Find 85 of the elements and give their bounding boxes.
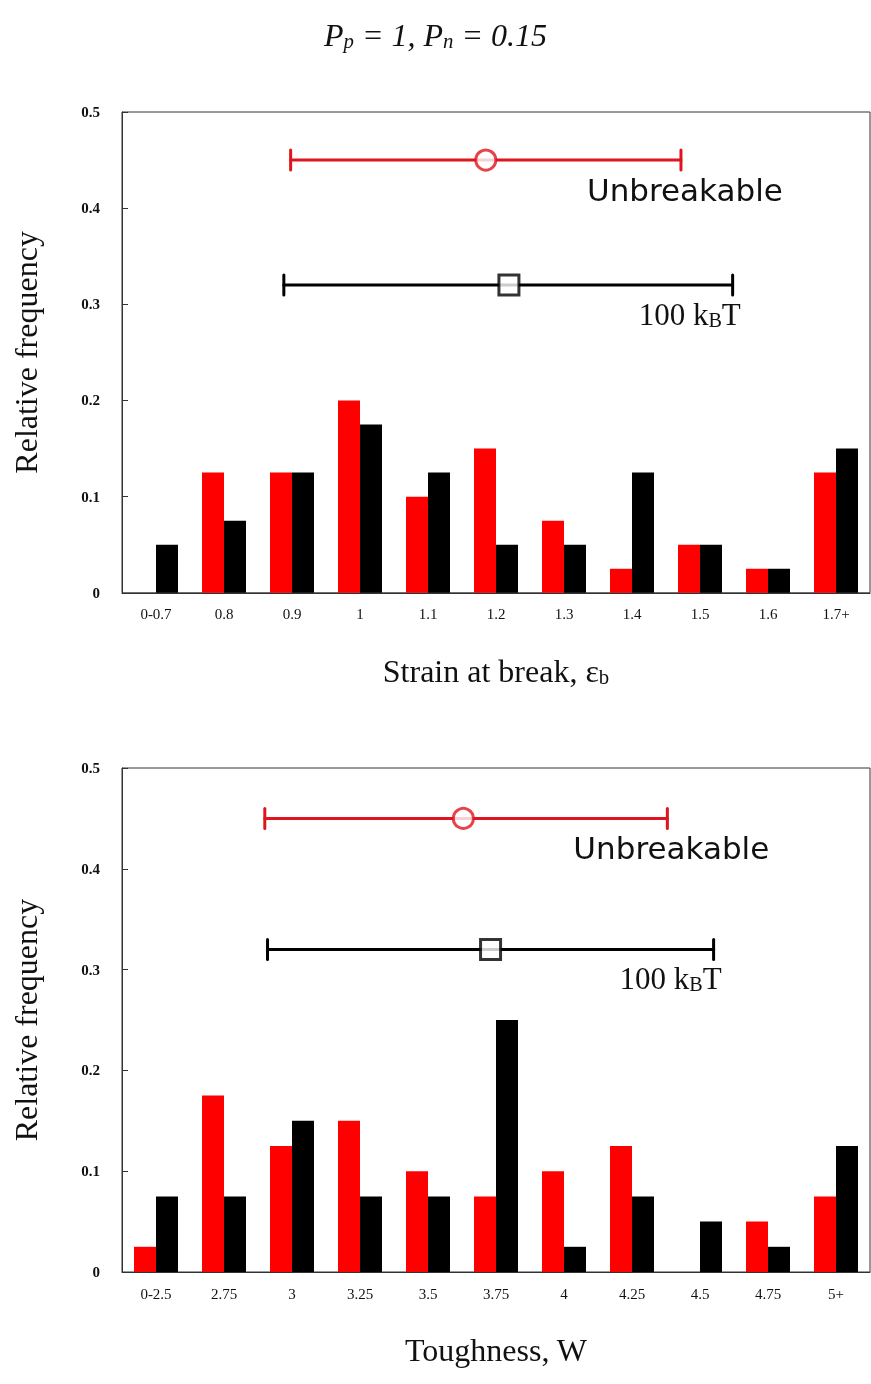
- bar: [292, 1120, 314, 1272]
- text: Unbreakable: [573, 829, 770, 866]
- bar: [428, 1196, 450, 1272]
- x-tick-label: 0.8: [214, 606, 234, 623]
- y-tick-label: 0.2: [81, 1062, 100, 1079]
- x-tick-label: 4.25: [618, 1285, 646, 1302]
- bar: [338, 1120, 360, 1272]
- bar: [406, 1171, 428, 1272]
- bar: [496, 544, 518, 593]
- bar: [202, 472, 224, 593]
- y-tick-label: 0.5: [81, 104, 100, 120]
- y-tick-label: 0.4: [81, 200, 101, 217]
- x-axis-title: Strain at break, εb: [382, 652, 610, 689]
- bar: [768, 1246, 790, 1272]
- bar: [814, 472, 836, 593]
- bar: [700, 544, 722, 593]
- x-tick-label: 1.7+: [822, 606, 850, 623]
- y-tick-label: 0.2: [81, 392, 100, 409]
- x-axis-title: Toughness, W: [404, 1332, 588, 1368]
- y-tick-label: 0.4: [81, 860, 101, 877]
- y-axis-title: Relative frequency: [8, 898, 44, 1142]
- bar: [224, 1196, 246, 1272]
- bar: [360, 1196, 382, 1272]
- x-tick-label: 0-2.5: [140, 1285, 172, 1302]
- bar: [632, 1196, 654, 1272]
- bar: [202, 1095, 224, 1272]
- bar: [360, 424, 382, 593]
- bar: [474, 1196, 496, 1272]
- bar: [678, 544, 700, 593]
- x-tick-label: 1.4: [622, 606, 642, 623]
- y-tick-label: 0: [92, 1264, 100, 1280]
- bar: [814, 1196, 836, 1272]
- x-tick-label: 0-0.7: [140, 606, 173, 623]
- bar: [270, 1146, 292, 1272]
- bar: [134, 1246, 156, 1272]
- bar: [338, 400, 360, 593]
- x-tick-label: 3.5: [418, 1285, 438, 1302]
- bar: [564, 1246, 586, 1272]
- x-tick-label: 1.3: [554, 606, 574, 623]
- x-tick-label: 1.2: [486, 606, 506, 623]
- x-tick-label: 4.5: [690, 1285, 710, 1302]
- bar: [746, 568, 768, 593]
- y-tick-label: 0.5: [81, 760, 100, 776]
- y-tick-label: 0.1: [81, 1163, 100, 1180]
- x-tick-label: 5+: [828, 1285, 844, 1302]
- x-tick-label: 4: [560, 1285, 569, 1302]
- bar: [564, 544, 586, 593]
- y-tick-label: 0.3: [81, 296, 100, 313]
- bar: [610, 568, 632, 593]
- bar: [632, 472, 654, 593]
- text: 100 kBT: [619, 961, 722, 997]
- bar: [746, 1221, 768, 1272]
- x-tick-label: 2.75: [210, 1285, 238, 1302]
- x-tick-label: 3.25: [346, 1285, 374, 1302]
- bar: [156, 1196, 178, 1272]
- y-axis-title: Relative frequency: [8, 231, 44, 474]
- bar: [156, 544, 178, 593]
- bar: [700, 1221, 722, 1272]
- bar: [610, 1146, 632, 1272]
- x-tick-label: 4.75: [754, 1285, 782, 1302]
- bar: [542, 520, 564, 593]
- x-tick-label: 1.5: [690, 606, 710, 623]
- x-tick-label: 0.9: [282, 606, 302, 623]
- chart-title: Pp = 1, Pn = 0.15: [322, 17, 548, 54]
- bar: [406, 496, 428, 593]
- text: Unbreakable: [586, 171, 783, 208]
- bar: [496, 1020, 518, 1272]
- bar: [292, 472, 314, 593]
- bar: [270, 472, 292, 593]
- bar: [224, 520, 246, 593]
- x-tick-label: 1: [356, 606, 364, 623]
- text: 100 kBT: [638, 297, 741, 333]
- bar: [474, 448, 496, 593]
- bar: [768, 568, 790, 593]
- x-tick-label: 3: [288, 1285, 296, 1302]
- bar: [836, 448, 858, 593]
- y-tick-label: 0.1: [81, 488, 100, 505]
- y-tick-label: 0: [92, 584, 100, 601]
- y-tick-label: 0.3: [81, 961, 100, 978]
- bar: [542, 1171, 564, 1272]
- x-tick-label: 3.75: [482, 1285, 510, 1302]
- bar: [428, 472, 450, 593]
- x-tick-label: 1.6: [758, 606, 778, 623]
- bar: [836, 1146, 858, 1272]
- x-tick-label: 1.1: [418, 606, 438, 623]
